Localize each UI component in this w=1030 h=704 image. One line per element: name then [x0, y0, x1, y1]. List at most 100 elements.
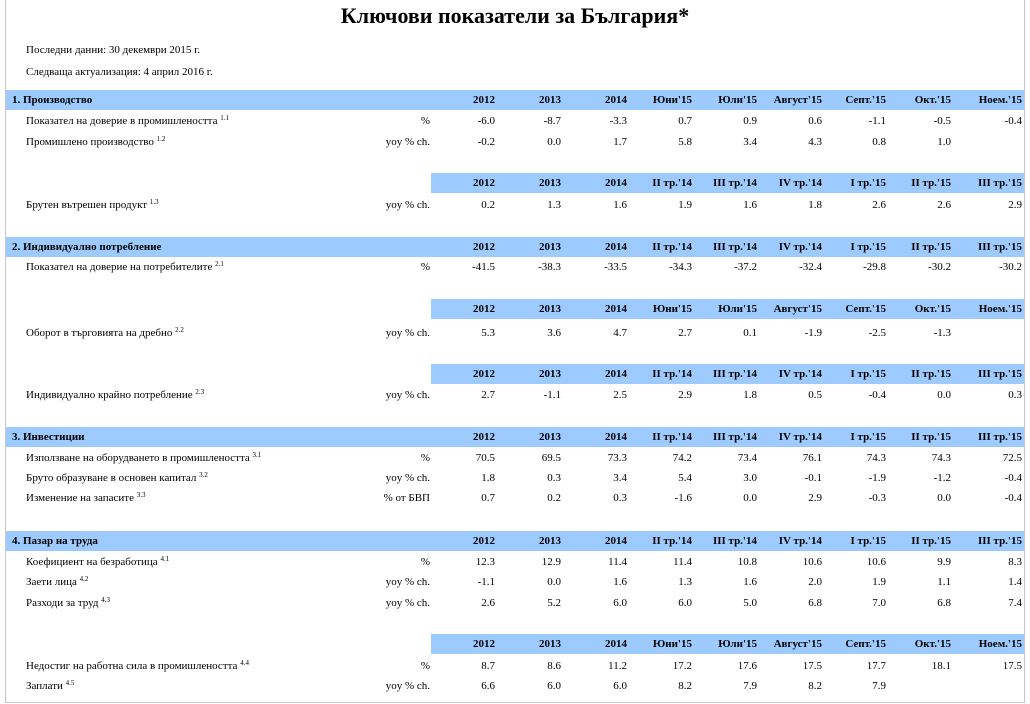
value-cell: 7.0: [872, 597, 886, 609]
value-cell: -2.5: [868, 327, 886, 339]
value-cell: 6.0: [678, 597, 692, 609]
period-header: III тр.'15: [977, 241, 1022, 253]
value-cell: 1.9: [872, 576, 886, 588]
value-cell: 7.9: [743, 680, 757, 692]
value-cell: 0.0: [937, 389, 951, 401]
table-row: Коефициент на безработица 4.1% 12.3 12.9 11…: [0, 552, 1030, 572]
footnote-ref: 2.2: [175, 326, 184, 334]
value-cell: -1.1: [543, 389, 561, 401]
period-header: Юни'15: [652, 638, 692, 650]
period-header: Юли'15: [718, 94, 757, 106]
footnote-ref: 4.5: [65, 679, 75, 687]
period-header: 2012: [473, 177, 495, 189]
section-title: 2. Индивидуално потребление: [12, 237, 161, 257]
unit-label: yoy % ch.: [385, 472, 430, 484]
indicator-name: Използване на оборудването в промишленос…: [26, 452, 250, 464]
period-header: 2012: [473, 638, 495, 650]
header-band: [431, 634, 1024, 654]
period-header: IV тр.'14: [778, 177, 822, 189]
period-header: Август'15: [773, 303, 822, 315]
period-header: 2014: [605, 431, 627, 443]
value-cell: 3.0: [743, 472, 757, 484]
value-cell: 0.3: [547, 472, 561, 484]
period-header: II тр.'14: [652, 368, 692, 380]
table-row: Разходи за труд 4.3 yoy % ch. 2.6 5.2 6.0 6.0…: [0, 593, 1030, 613]
value-cell: [962, 132, 1022, 152]
indicator-name: Заплати: [26, 680, 63, 692]
unit-label: yoy % ch.: [385, 136, 430, 148]
period-header: 2012: [473, 368, 495, 380]
value-cell: 73.4: [737, 452, 757, 464]
value-cell: 7.4: [1008, 597, 1022, 609]
value-cell: 0.3: [1008, 389, 1022, 401]
value-cell: 0.8: [872, 136, 886, 148]
indicator-label: Използване на оборудването в промишленос…: [26, 448, 261, 468]
indicator-name: 4. Пазар на труда: [12, 535, 98, 547]
value-cell: -0.4: [868, 389, 886, 401]
period-header: II тр.'14: [652, 177, 692, 189]
period-header: I тр.'15: [850, 431, 887, 443]
table-row: Заети лица 4.2 yoy % ch. -1.1 0.0 1.6 1.3 1.6 2…: [0, 572, 1030, 592]
indicator-label: Показател на доверие на потребителите 2.…: [26, 257, 224, 277]
next-update-note: Следваща актуализация: 4 април 2016 г.: [26, 66, 213, 78]
table-header-row: 2012 2013 2014 II тр.'14 III тр.'14 IV тр.'14…: [0, 173, 1030, 193]
value-cell: 1.1: [937, 576, 951, 588]
value-cell: 0.0: [937, 492, 951, 504]
value-cell: 10.6: [802, 556, 822, 568]
table-row: Индивидуално крайно потребление 2.3 yoy %…: [0, 385, 1030, 405]
value-cell: 2.9: [808, 492, 822, 504]
footnote-ref: 2.1: [215, 260, 224, 268]
footnote-ref: 3.1: [252, 451, 262, 459]
period-header: I тр.'15: [850, 241, 887, 253]
value-cell: -38.3: [538, 261, 561, 273]
value-cell: 5.8: [678, 136, 692, 148]
period-header: 2012: [473, 303, 495, 315]
value-cell: 1.6: [743, 199, 757, 211]
period-header: 2013: [539, 303, 561, 315]
value-cell: 0.2: [547, 492, 561, 504]
table-row: Използване на оборудването в промишленос…: [0, 448, 1030, 468]
period-header: 2013: [539, 535, 561, 547]
value-cell: 2.7: [481, 389, 495, 401]
value-cell: 2.9: [1008, 199, 1022, 211]
period-header: 2013: [539, 94, 561, 106]
value-cell: 0.3: [613, 492, 627, 504]
table-row: Заплати 4.5 yoy % ch. 6.6 6.0 6.0 8.2 7.9 8.2 7.…: [0, 676, 1030, 696]
value-cell: 3.6: [547, 327, 561, 339]
value-cell: 8.2: [678, 680, 692, 692]
value-cell: -0.4: [1004, 472, 1022, 484]
header-band: [431, 364, 1024, 384]
indicator-name: Разходи за труд: [26, 597, 99, 609]
indicator-name: Недостиг на работна сила в промишленостт…: [26, 660, 238, 672]
indicator-name: Показател на доверие на потребителите: [26, 261, 213, 273]
period-header: II тр.'14: [652, 241, 692, 253]
value-cell: 1.9: [678, 199, 692, 211]
value-cell: -3.3: [609, 115, 627, 127]
value-cell: 1.4: [1008, 576, 1022, 588]
value-cell: -0.2: [477, 136, 495, 148]
indicator-name: Бруто образуване в основен капитал: [26, 472, 197, 484]
unit-label: %: [420, 660, 430, 672]
indicator-name: Заети лица: [26, 576, 77, 588]
indicator-name: Брутен вътрешен продукт: [26, 199, 148, 211]
value-cell: 4.3: [808, 136, 822, 148]
value-cell: 11.4: [608, 556, 627, 568]
table-header-row: 4. Пазар на труда 2012 2013 2014 II тр.'14 II…: [0, 531, 1030, 551]
value-cell: 11.4: [673, 556, 692, 568]
footnote-ref: 3.2: [199, 471, 208, 479]
period-header: 2013: [539, 241, 561, 253]
section-title: 4. Пазар на труда: [12, 531, 98, 551]
page-frame: [5, 0, 1025, 703]
value-cell: -33.5: [604, 261, 627, 273]
period-header: III тр.'14: [712, 241, 757, 253]
value-cell: 0.0: [547, 136, 561, 148]
header-band: [6, 90, 1024, 110]
value-cell: 1.6: [743, 576, 757, 588]
footnote-ref: 1.1: [220, 114, 230, 122]
value-cell: -6.0: [477, 115, 495, 127]
value-cell: 1.6: [613, 576, 627, 588]
value-cell: 0.0: [743, 492, 757, 504]
indicator-name: 2. Индивидуално потребление: [12, 241, 162, 253]
page-title: Ключови показатели за България*: [340, 3, 690, 28]
table-row: Показател на доверие на потребителите 2.…: [0, 257, 1030, 277]
